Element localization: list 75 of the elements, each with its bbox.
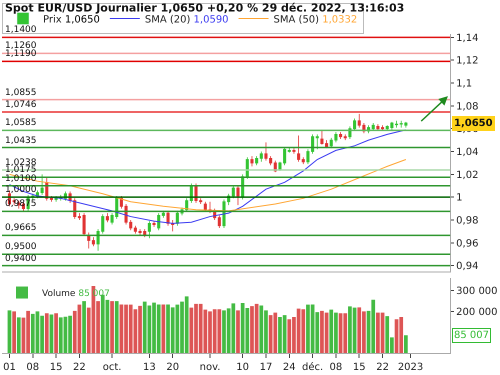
candlestick bbox=[255, 156, 258, 166]
bar bbox=[217, 309, 222, 353]
x-tick-label: 2023 bbox=[398, 362, 424, 373]
y-tick-label: 300 000 bbox=[456, 286, 498, 298]
bar bbox=[273, 312, 278, 353]
x-tick-label: oct. bbox=[102, 362, 122, 373]
candlestick bbox=[292, 148, 296, 154]
candlestick bbox=[218, 215, 221, 228]
x-tick-label: 24 bbox=[282, 362, 296, 373]
ref-line-label: 1,1190 bbox=[5, 49, 37, 59]
y-tick-label: 1,02 bbox=[456, 170, 478, 181]
y-tick-label: 200 000 bbox=[456, 306, 498, 318]
x-tick-label: 13 bbox=[143, 362, 156, 373]
ref-line-label: 1,0175 bbox=[5, 165, 36, 175]
x-tick-label: 08 bbox=[26, 362, 40, 373]
y-tick-label: 0,96 bbox=[456, 238, 478, 250]
candlestick bbox=[250, 156, 254, 167]
bar bbox=[231, 303, 236, 353]
y-tick-label: 1,04 bbox=[456, 147, 478, 158]
x-tick-label: 22 bbox=[73, 362, 86, 373]
x-tick-label: 01 bbox=[3, 362, 16, 373]
legend-label: SMA (50) 1,0332 bbox=[274, 14, 358, 26]
y-tick-label: 1 bbox=[456, 192, 463, 204]
x-tick-label: 20 bbox=[166, 362, 180, 373]
bar bbox=[404, 335, 408, 353]
bar bbox=[44, 313, 49, 353]
bar bbox=[12, 311, 16, 353]
ref-line-label: 0,9500 bbox=[5, 242, 37, 252]
candlestick bbox=[260, 151, 263, 162]
y-tick-label: 0,98 bbox=[456, 215, 478, 226]
y-tick-label: 0,94 bbox=[456, 261, 478, 272]
ref-line-label: 1,0855 bbox=[5, 88, 36, 98]
x-tick-label: 15 bbox=[352, 362, 366, 373]
ref-line-label: 0,9665 bbox=[5, 223, 36, 233]
bar bbox=[82, 301, 86, 353]
annotation: 85 007 bbox=[454, 330, 489, 341]
ref-line-label: 1,1400 bbox=[5, 25, 37, 35]
bar bbox=[142, 302, 147, 353]
bar bbox=[8, 310, 12, 353]
bar bbox=[236, 310, 240, 353]
y-tick-label: 1,14 bbox=[456, 32, 478, 44]
chart-title: Spot EUR/USD Journalier 1,0650 +0,20 % 29 déc. 2022, 13:16:03 bbox=[5, 1, 404, 14]
candlestick bbox=[162, 210, 165, 218]
x-tick-label: 10 bbox=[236, 362, 250, 373]
ref-line-label: 1,0435 bbox=[5, 136, 36, 146]
bar bbox=[50, 314, 54, 353]
x-tick-label: nov. bbox=[200, 362, 220, 373]
y-tick-label: 1,1 bbox=[456, 78, 472, 90]
y-tick-label: 1,08 bbox=[456, 101, 478, 112]
bar bbox=[110, 301, 114, 353]
candlestick bbox=[148, 220, 151, 239]
bar bbox=[114, 301, 119, 353]
candlestick bbox=[106, 212, 109, 223]
candlestick bbox=[157, 212, 160, 231]
bar bbox=[240, 303, 245, 353]
bar bbox=[54, 313, 58, 353]
bar bbox=[16, 317, 21, 353]
x-tick-label: 22 bbox=[376, 362, 389, 373]
y-tick-label: 1,12 bbox=[456, 56, 478, 67]
candlestick bbox=[152, 220, 156, 228]
legend-label: SMA (20) 1,0590 bbox=[144, 14, 229, 26]
candlestick bbox=[232, 185, 235, 199]
bar bbox=[162, 304, 166, 353]
x-tick-label: 08 bbox=[330, 362, 342, 373]
x-tick-label: 15 bbox=[50, 362, 62, 373]
bar bbox=[301, 309, 306, 353]
ref-line-label: 1,0585 bbox=[5, 118, 36, 128]
legend-label: Prix 1,0650 bbox=[43, 14, 100, 26]
x-tick-label: déc. bbox=[302, 362, 324, 373]
x-tick-label: 17 bbox=[260, 362, 272, 373]
candlestick bbox=[236, 185, 240, 206]
candlestick bbox=[264, 142, 268, 162]
ref-line-label: 1,0746 bbox=[5, 100, 37, 110]
ref-line-label: 0,9400 bbox=[5, 254, 37, 264]
annotation: 1,0650 bbox=[454, 118, 493, 129]
